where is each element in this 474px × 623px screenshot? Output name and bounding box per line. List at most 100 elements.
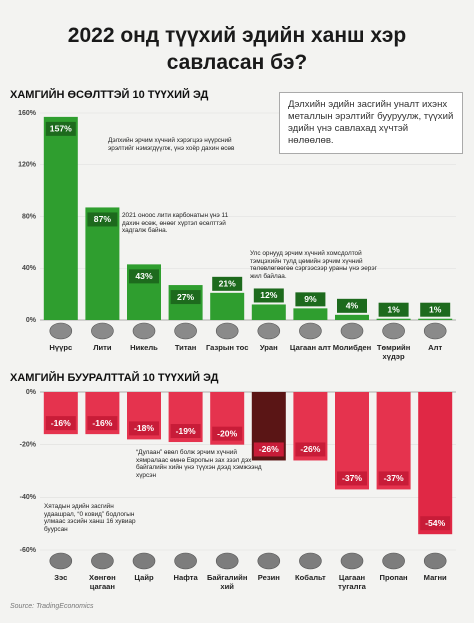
source: Source: TradingEconomics [10, 603, 94, 610]
y-tick-label: 80% [22, 213, 37, 220]
value-label-box [45, 416, 76, 431]
value-label: -19% [176, 426, 196, 436]
icon [91, 322, 114, 340]
y-tick-label: 160% [18, 110, 37, 117]
icon [257, 552, 281, 570]
value-label: 12% [260, 290, 278, 300]
y-tick-label: 40% [22, 265, 37, 272]
icon [49, 322, 73, 340]
icon [299, 322, 322, 340]
icon [49, 552, 73, 570]
x-tick-label: Лити [93, 343, 112, 352]
icon [215, 552, 239, 570]
bar [418, 392, 453, 535]
value-label-box [378, 302, 409, 317]
bar [335, 314, 369, 320]
bar [210, 292, 245, 320]
value-label: 1% [387, 304, 400, 314]
x-tick-label: Зэс [54, 573, 68, 582]
value-label: 27% [177, 292, 195, 302]
value-label-box [212, 276, 243, 291]
bar [376, 318, 411, 320]
value-label-box [87, 212, 118, 227]
x-tick-label: Магни [423, 573, 447, 582]
x-tick-label: Нафта [173, 573, 198, 582]
value-label: -26% [300, 444, 320, 454]
annotation: “Дулаан” өвөл болж эрчим хүчний хямралаа… [136, 449, 262, 479]
value-label-box [420, 302, 451, 317]
value-label-box [129, 421, 159, 436]
x-tick-label: Молибден [332, 343, 372, 352]
value-label: 157% [50, 124, 72, 134]
value-label-box [253, 288, 284, 303]
annotation: 2021 оноос лити карбонатын үнэ 11 дахин … [122, 212, 229, 235]
value-label-box [337, 298, 367, 313]
x-tick-label: Резин [257, 573, 280, 582]
value-label-box [378, 471, 409, 486]
bar [418, 318, 453, 320]
icon [174, 322, 197, 340]
value-label: -37% [384, 473, 404, 483]
value-label: -20% [217, 428, 237, 438]
y-tick-label: 0% [26, 389, 37, 396]
icon [91, 552, 114, 570]
value-label: -54% [425, 518, 445, 528]
icon [132, 322, 156, 340]
x-tick-label: Никель [130, 343, 158, 352]
value-label-box [87, 416, 118, 431]
x-tick-label: Газрын тос [205, 343, 249, 352]
annotation: Улс орнууд эрчим хүчний хомсдолтой тэмцэ… [250, 250, 377, 280]
value-label: -37% [342, 473, 362, 483]
y-tick-label: 120% [18, 162, 37, 169]
x-tick-label: Цайр [134, 573, 154, 582]
value-label-box [295, 442, 326, 457]
annotation: Хятадын эдийн засгийн удаашрал, “0 ковид… [44, 503, 136, 533]
icon [299, 552, 322, 570]
x-tick-label: Уран [259, 343, 278, 352]
value-label-box [253, 442, 284, 457]
x-tick-label: Титан [174, 343, 197, 352]
x-tick-label: Нүүрс [49, 343, 73, 352]
x-tick-label: Алт [428, 343, 443, 352]
value-label: 21% [219, 279, 237, 289]
value-label: -26% [259, 444, 279, 454]
y-tick-label: -40% [20, 494, 37, 501]
value-label-box [212, 426, 243, 441]
value-label: -16% [51, 418, 71, 428]
value-label-box [295, 292, 326, 307]
value-label: 87% [94, 214, 112, 224]
icon [174, 552, 197, 570]
icon [423, 552, 447, 570]
value-label-box [170, 290, 201, 305]
x-tick-label: Цагаан тугалга [338, 573, 366, 591]
bar [293, 308, 328, 320]
y-tick-label: -60% [20, 547, 37, 554]
icon [132, 552, 156, 570]
note-box: Дэлхийн эдийн засгийн уналт ихэнх металл… [279, 92, 463, 154]
page-title: 2022 онд түүхий эдийн ханш хэр савласан … [67, 24, 407, 74]
value-label-box [170, 424, 201, 439]
bar [251, 304, 286, 320]
chart-title: ХАМГИЙН БУУРАЛТТАЙ 10 ТҮҮХИЙ ЭД [10, 372, 219, 384]
value-label-box [420, 516, 451, 531]
icon [382, 552, 405, 570]
value-label-box [45, 121, 76, 136]
value-label: 9% [304, 294, 317, 304]
x-tick-label: Кобальт [295, 573, 326, 582]
icon [257, 322, 281, 340]
x-tick-label: Байгалийн хий [206, 573, 248, 591]
x-tick-label: Хөнгөн цагаан [89, 573, 116, 591]
y-tick-label: -20% [20, 442, 37, 449]
chart-title: ХАМГИЙН ӨСӨЛТТЭЙ 10 ТҮҮХИЙ ЭД [10, 89, 209, 101]
value-label-box [337, 471, 367, 486]
icon [215, 322, 239, 340]
annotation: Дэлхийн эрчим хүчний хэрэгцээ нүүрсний э… [108, 137, 235, 152]
y-tick-label: 0% [26, 317, 37, 324]
value-label: 4% [346, 301, 359, 311]
value-label: -16% [92, 418, 112, 428]
x-tick-label: Төмрийн хүдэр [376, 343, 411, 361]
bar [43, 116, 78, 320]
value-label: 43% [135, 271, 153, 281]
